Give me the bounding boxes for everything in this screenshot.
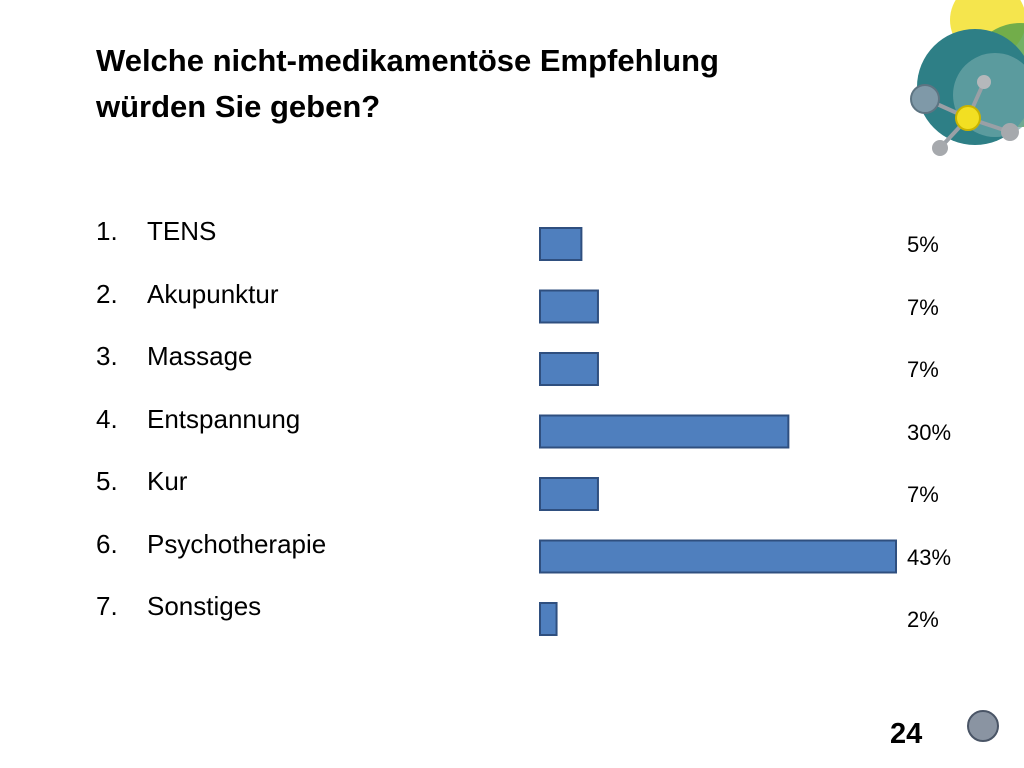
- option-item: 5. Kur: [96, 464, 187, 498]
- option-item: 7. Sonstiges: [96, 589, 261, 623]
- option-number: 3.: [96, 341, 118, 371]
- bar: [539, 352, 599, 386]
- molecule-logo: [910, 0, 1024, 156]
- option-number: 1.: [96, 216, 118, 246]
- bar: [539, 602, 558, 636]
- page-number: 24: [890, 718, 923, 750]
- value-label: 7%: [907, 357, 939, 382]
- value-label: 5%: [907, 232, 939, 257]
- category-label: Sonstiges: [147, 591, 262, 621]
- option-number: 5.: [96, 466, 118, 496]
- bar: [539, 227, 583, 261]
- category-label: TENS: [147, 216, 217, 246]
- bar: [539, 414, 790, 449]
- slide-title-line-2: würden Sie geben?: [96, 89, 381, 124]
- option-number: 6.: [96, 528, 118, 559]
- option-item: 3. Massage: [96, 339, 253, 373]
- option-item: 6. Psychotherapie: [96, 527, 326, 561]
- bar: [539, 477, 599, 511]
- category-label: Massage: [147, 341, 253, 371]
- bar: [539, 289, 599, 324]
- category-label: Entspannung: [147, 403, 301, 434]
- category-label: Psychotherapie: [147, 528, 327, 559]
- category-label: Kur: [147, 466, 188, 496]
- value-label: 7%: [907, 294, 939, 320]
- bar-chart: [539, 227, 897, 636]
- category-label: Akupunktur: [147, 278, 279, 309]
- percent-labels: 5% 7% 7% 30% 7% 43% 2%: [907, 230, 987, 650]
- nav-circle-button[interactable]: [967, 710, 999, 742]
- value-label: 30%: [907, 419, 952, 445]
- value-label: 7%: [907, 482, 939, 507]
- option-item: 4. Entspannung: [96, 402, 300, 436]
- value-label: 2%: [907, 607, 939, 632]
- option-item: 1. TENS: [96, 214, 216, 248]
- slide-title: Welche nicht-medikamentöse Empfehlung wü…: [96, 38, 856, 130]
- option-number: 4.: [96, 403, 118, 434]
- slide-title-line-1: Welche nicht-medikamentöse Empfehlung: [96, 43, 719, 78]
- bar: [539, 539, 897, 574]
- option-item: 2. Akupunktur: [96, 277, 279, 311]
- option-number: 2.: [96, 278, 118, 309]
- value-label: 43%: [907, 544, 952, 570]
- option-number: 7.: [96, 591, 118, 621]
